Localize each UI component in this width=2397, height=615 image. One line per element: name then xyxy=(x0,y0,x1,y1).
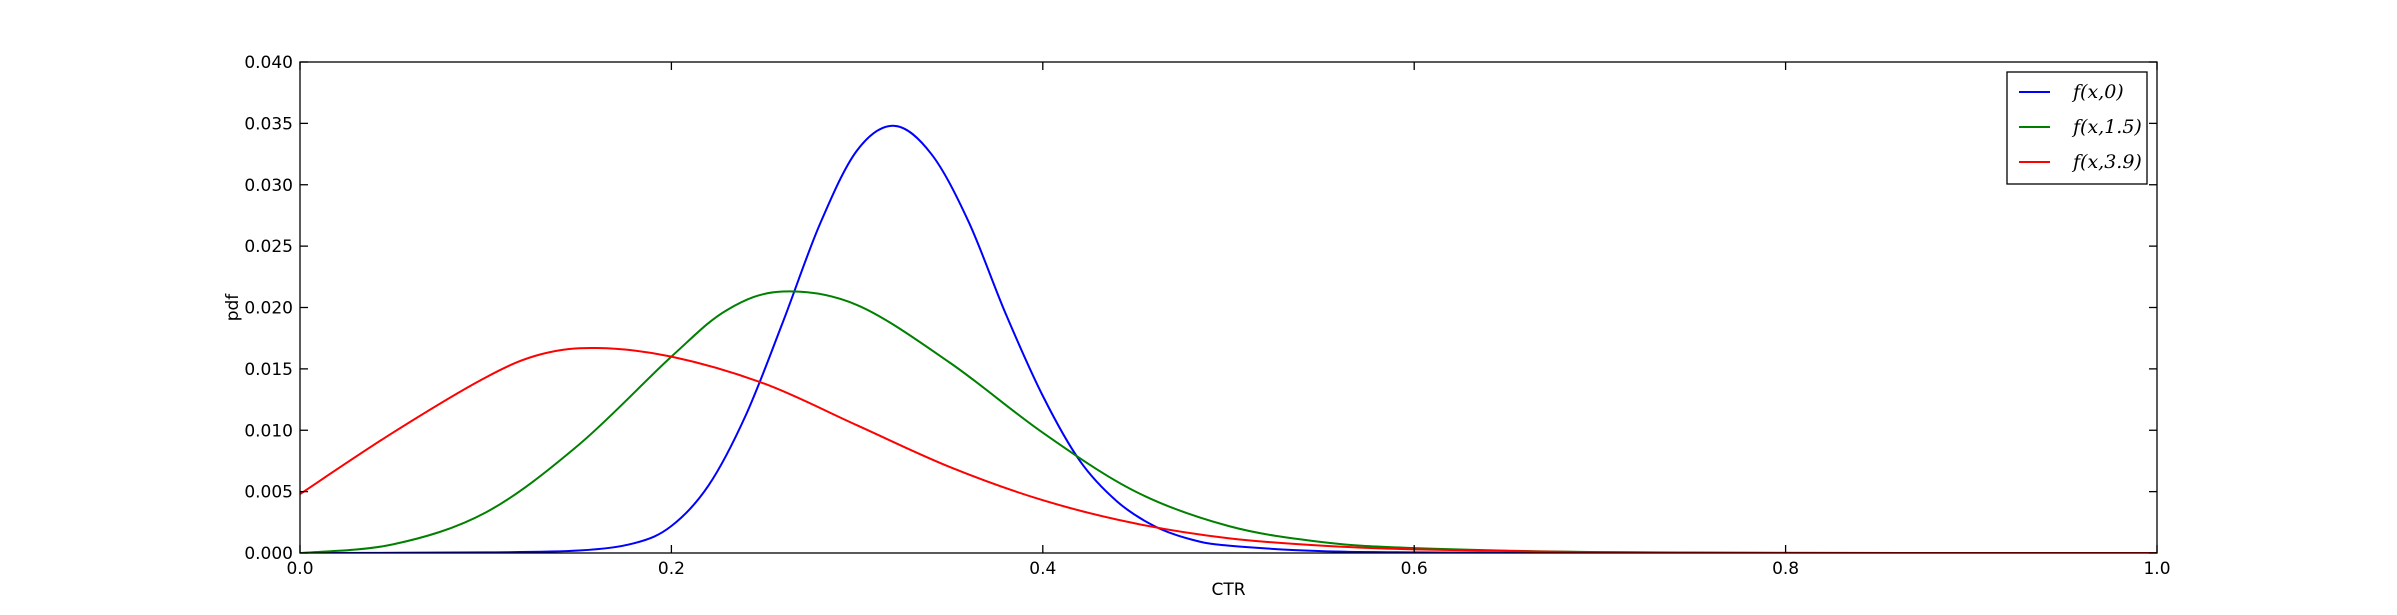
series-line-2 xyxy=(300,290,2157,553)
y-axis-label: pdf xyxy=(223,293,243,322)
y-tick-label: 0.005 xyxy=(244,483,293,503)
x-tick-label: 0.0 xyxy=(286,559,313,579)
legend-label-3: f(x,3.9) xyxy=(2071,151,2142,173)
y-tick-label: 0.030 xyxy=(244,176,293,196)
y-tick-label: 0.040 xyxy=(244,53,293,73)
y-tick-label: 0.025 xyxy=(244,237,293,257)
x-tick-label: 0.4 xyxy=(1029,559,1056,579)
series-line-1 xyxy=(300,124,2157,553)
y-tick-label: 0.035 xyxy=(244,114,293,134)
axes: 0.0 0.2 0.4 0.6 0.8 1.0 0.000 0.005 0.010 0.015 0.… xyxy=(244,53,2170,579)
y-tick-label: 0.020 xyxy=(244,299,293,319)
y-tick-label: 0.000 xyxy=(244,544,293,564)
legend-label-2: f(x,1.5) xyxy=(2071,116,2142,138)
x-tick-label: 0.8 xyxy=(1772,559,1799,579)
y-tick-label: 0.015 xyxy=(244,360,293,380)
x-axis-label: CTR xyxy=(1211,580,1245,600)
series-line-3 xyxy=(300,346,2157,553)
x-tick-label: 0.2 xyxy=(658,559,685,579)
plot-frame xyxy=(299,61,2158,554)
legend: f(x,0) f(x,1.5) f(x,3.9) xyxy=(2006,71,2148,185)
x-tick-label: 1.0 xyxy=(2143,559,2170,579)
y-tick-label: 0.010 xyxy=(244,421,293,441)
plot-area xyxy=(300,124,2157,553)
x-tick-label: 0.6 xyxy=(1401,559,1428,579)
legend-label-1: f(x,0) xyxy=(2071,81,2124,103)
